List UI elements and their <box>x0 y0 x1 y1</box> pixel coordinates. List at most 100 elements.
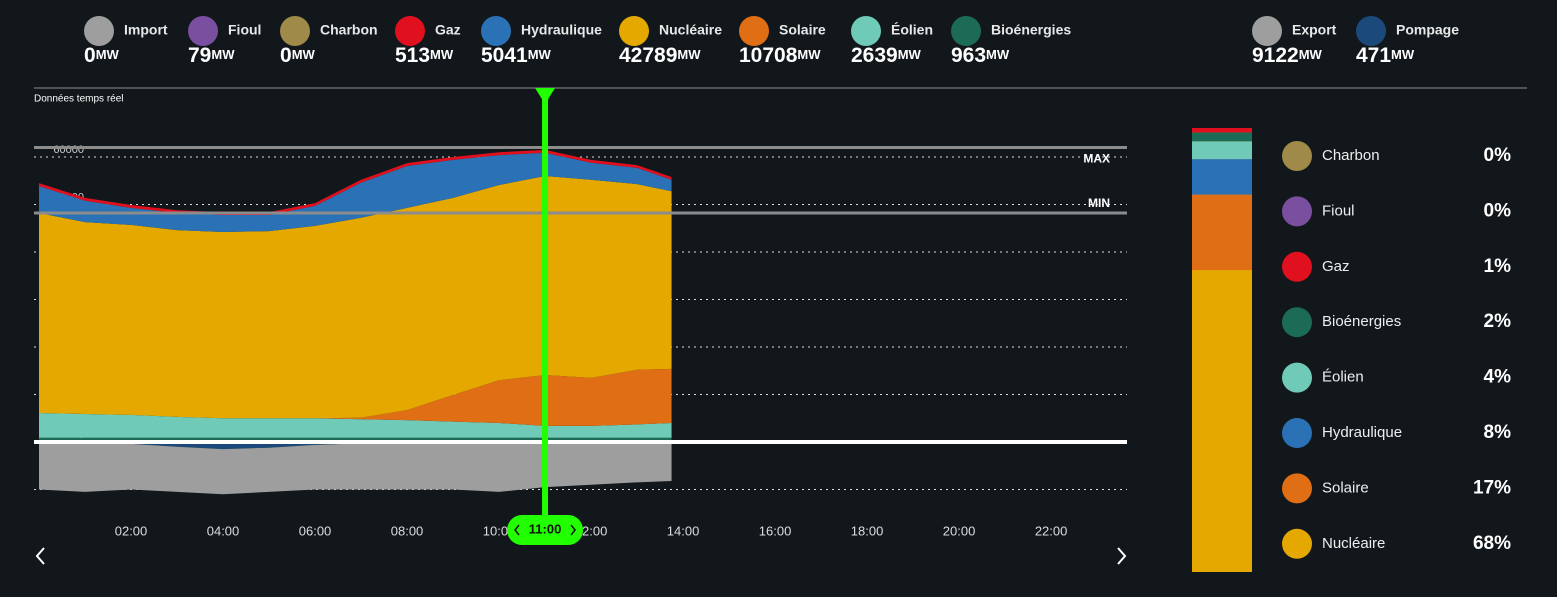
value-label: 17% <box>1473 477 1511 498</box>
legend-icon <box>1282 307 1312 338</box>
source-value: 9122MW <box>1252 44 1323 67</box>
source-icon <box>1356 16 1386 46</box>
bar-segment <box>1192 270 1252 572</box>
x-tick-label: 14:00 <box>667 523 700 538</box>
x-tick-label: 02:00 <box>115 523 148 538</box>
source-value: 5041MW <box>481 44 552 67</box>
next-arrow[interactable] <box>1117 547 1127 565</box>
unit: MW <box>211 47 235 62</box>
value-label: 2% <box>1484 311 1512 332</box>
unit: MW <box>797 47 821 62</box>
unit: MW <box>986 47 1010 62</box>
value: 9122 <box>1252 44 1299 67</box>
cursor-right <box>570 524 577 536</box>
value: 79 <box>188 44 211 67</box>
value: 471 <box>1356 44 1391 67</box>
legend-label: Éolien <box>1322 369 1364 386</box>
x-tick-label: 18:00 <box>851 523 884 538</box>
area <box>39 442 672 495</box>
source-icon <box>851 16 881 46</box>
value: 10708 <box>739 44 798 67</box>
source-label: Fioul <box>228 22 261 38</box>
x-tick-label: 12:00 <box>575 523 608 538</box>
legend-label: Hydraulique <box>1322 424 1402 441</box>
source-label: Hydraulique <box>521 22 602 38</box>
value: 513 <box>395 44 430 67</box>
source-value: 963MW <box>951 44 1010 67</box>
cursor-pill[interactable] <box>507 515 584 545</box>
source-value: 2639MW <box>851 44 922 67</box>
x-tick-label: 04:00 <box>207 523 240 538</box>
x-tick-label: 10:00 <box>483 523 516 538</box>
legend-label: Bioénergies <box>1322 313 1401 330</box>
source-icon <box>619 16 649 46</box>
bar-segment <box>1192 132 1252 142</box>
legend-label: Solaire <box>1322 479 1369 496</box>
limit-label: MIN <box>1088 196 1110 210</box>
source-label: Bioénergies <box>991 22 1071 38</box>
chart-title: Données temps réel <box>34 94 124 105</box>
value: 963 <box>951 44 986 67</box>
value: 2639 <box>851 44 898 67</box>
source-value: 513MW <box>395 44 454 67</box>
value: 5041 <box>481 44 528 67</box>
value: 0 <box>84 44 96 67</box>
value-label: 1% <box>1484 256 1512 277</box>
unit: MW <box>96 47 120 62</box>
value: 42789 <box>619 44 677 67</box>
area <box>39 368 672 426</box>
value-label: 0% <box>1484 200 1512 221</box>
value: 0 <box>280 44 292 67</box>
bar-segment <box>1192 141 1252 160</box>
x-tick-label: 08:00 <box>391 523 424 538</box>
bar-segment <box>1192 159 1252 195</box>
x-tick-label: 16:00 <box>759 523 792 538</box>
area <box>39 152 672 233</box>
prev-arrow[interactable] <box>35 547 45 565</box>
source-label: Pompage <box>1396 22 1459 38</box>
source-value: 79MW <box>188 44 235 67</box>
x-tick-label: 20:00 <box>943 523 976 538</box>
legend-label: Charbon <box>1322 147 1380 164</box>
source-value: 42789MW <box>619 44 701 67</box>
cursor-label: 11:00 <box>529 521 562 536</box>
source-label: Éolien <box>891 22 933 38</box>
area <box>39 413 672 438</box>
source-value: 0MW <box>84 44 120 67</box>
legend-icon <box>1282 418 1312 448</box>
legend-icon <box>1282 473 1312 504</box>
source-icon <box>739 16 769 46</box>
source-icon <box>1252 16 1282 46</box>
source-label: Charbon <box>320 22 378 38</box>
x-tick-label: 22:00 <box>1035 523 1068 538</box>
value-label: 4% <box>1484 367 1512 388</box>
source-icon <box>280 16 310 46</box>
source-icon <box>951 16 981 46</box>
cursor-left <box>514 524 520 536</box>
unit: MW <box>898 47 922 62</box>
source-label: Import <box>124 22 168 38</box>
source-label: Export <box>1292 22 1337 38</box>
source-value: 0MW <box>280 44 316 67</box>
value-label: 8% <box>1484 422 1512 443</box>
value-label: 0% <box>1484 145 1512 166</box>
source-label: Nucléaire <box>659 22 722 38</box>
source-icon <box>481 16 511 46</box>
source-value: 10708MW <box>739 44 821 67</box>
x-tick-label: 06:00 <box>299 523 332 538</box>
unit: MW <box>1391 47 1415 62</box>
unit: MW <box>1299 47 1323 62</box>
bar-segment <box>1192 194 1252 271</box>
unit: MW <box>430 47 454 62</box>
unit: MW <box>677 47 701 62</box>
legend-icon <box>1282 141 1312 171</box>
legend-icon <box>1282 362 1312 393</box>
legend-label: Fioul <box>1322 202 1355 219</box>
source-icon <box>84 16 114 46</box>
legend-icon <box>1282 196 1312 227</box>
unit: MW <box>292 47 316 62</box>
limit-label: MAX <box>1083 152 1110 166</box>
source-label: Gaz <box>435 22 461 38</box>
y-tick-label: 60000 <box>53 144 84 156</box>
